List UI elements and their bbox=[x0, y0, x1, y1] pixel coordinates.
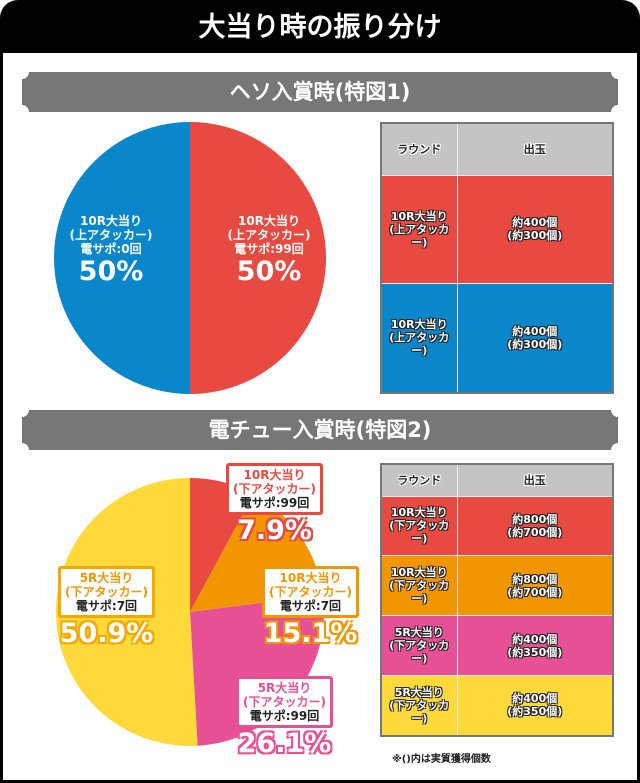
slice-percent: 50% bbox=[78, 256, 144, 287]
payout-cell: 約800個 bbox=[512, 572, 558, 586]
round-cell: (下アタッカー) bbox=[389, 639, 450, 666]
slice-label-blue: 10R大当り (上アタッカー) 電サポ:0回 50% bbox=[56, 214, 166, 288]
col-header-round: ラウンド bbox=[380, 122, 458, 176]
label-line: (下アタッカー) bbox=[65, 585, 148, 599]
payout-cell: (約700個) bbox=[507, 585, 563, 599]
label-line: 電サポ:0回 bbox=[80, 242, 142, 256]
payout-table-denchu: ラウンド 出玉 10R大当り (下アタッカー) 約800個 (約700個) 10R大当り… bbox=[380, 463, 614, 737]
label-line: (上アタッカー) bbox=[227, 228, 311, 242]
label-line: 10R大当り bbox=[279, 571, 342, 585]
label-line: 5R大当り bbox=[79, 571, 134, 585]
round-cell: 5R大当り bbox=[394, 685, 444, 699]
payout-cell: (約300個) bbox=[507, 337, 563, 351]
slice-label-red: 10R大当り (下アタッカー) 電サポ:99回 7.9% bbox=[226, 463, 323, 547]
footnote: ※()内は実質獲得個数 bbox=[392, 754, 491, 765]
pie-slice-0 bbox=[190, 122, 326, 394]
label-line: 電サポ:99回 bbox=[234, 242, 304, 256]
section-header-heso: ヘソ入賞時(特図1) bbox=[22, 72, 618, 112]
round-cell: (下アタッカー) bbox=[389, 519, 450, 546]
round-cell: 10R大当り bbox=[390, 318, 448, 332]
label-line: (下アタッカー) bbox=[269, 585, 352, 599]
label-line: 10R大当り bbox=[243, 468, 306, 482]
round-cell: 10R大当り bbox=[390, 566, 448, 580]
payout-cell: (約350個) bbox=[507, 645, 563, 659]
slice-percent: 7.9% bbox=[237, 515, 312, 546]
pie-chart-heso bbox=[54, 122, 326, 394]
round-cell: (上アタッカー) bbox=[389, 222, 450, 249]
label-line: 10R大当り bbox=[80, 214, 142, 228]
label-line: (下アタッカー) bbox=[233, 482, 316, 496]
label-line: 5R大当り bbox=[257, 681, 312, 695]
slice-label-pink: 5R大当り (下アタッカー) 電サポ:99回 26.1% bbox=[236, 676, 333, 760]
slice-percent: 50% bbox=[236, 256, 302, 287]
label-line: 電サポ:99回 bbox=[239, 496, 310, 510]
table-row: 5R大当り (下アタッカー) 約400個 (約350個) bbox=[380, 615, 614, 676]
payout-cell: 約400個 bbox=[512, 216, 558, 230]
payout-table-heso: ラウンド 出玉 10R大当り (上アタッカー) 約400個 (約300個) 10R大当り… bbox=[380, 122, 614, 394]
col-header-payout: 出玉 bbox=[456, 122, 614, 176]
payout-cell: 約400個 bbox=[512, 324, 558, 338]
payout-cell: 約400個 bbox=[512, 692, 558, 706]
table-row: 10R大当り (上アタッカー) 約400個 (約300個) bbox=[380, 174, 614, 284]
round-cell: 10R大当り bbox=[390, 209, 448, 223]
label-line: (下アタッカー) bbox=[243, 695, 326, 709]
slice-percent: 15.1% bbox=[263, 618, 358, 649]
table-row: 10R大当り (下アタッカー) 約800個 (約700個) bbox=[380, 555, 614, 617]
payout-cell: (約350個) bbox=[507, 705, 563, 719]
label-line: (上アタッカー) bbox=[69, 228, 153, 242]
section-header-denchu: 電チュー入賞時(特図2) bbox=[22, 410, 618, 450]
table-row: 10R大当り (上アタッカー) 約400個 (約300個) bbox=[380, 282, 614, 394]
label-line: 電サポ:7回 bbox=[75, 599, 138, 613]
payout-cell: (約300個) bbox=[507, 229, 563, 243]
slice-percent: 50.9% bbox=[59, 618, 154, 649]
pie-slice-2 bbox=[190, 595, 324, 746]
col-header-round: ラウンド bbox=[380, 463, 458, 497]
slice-label-orange: 10R大当り (下アタッカー) 電サポ:7回 15.1% bbox=[262, 566, 359, 650]
round-cell: 5R大当り bbox=[394, 626, 444, 640]
payout-cell: 約800個 bbox=[512, 512, 558, 526]
table-row: 10R大当り (下アタッカー) 約800個 (約700個) bbox=[380, 495, 614, 557]
round-cell: (下アタッカー) bbox=[389, 579, 450, 606]
table-row: 5R大当り (下アタッカー) 約400個 (約350個) bbox=[380, 674, 614, 737]
slice-label-red: 10R大当り (上アタッカー) 電サポ:99回 50% bbox=[214, 214, 324, 288]
slice-label-yellow: 5R大当り (下アタッカー) 電サポ:7回 50.9% bbox=[58, 566, 155, 650]
label-line: 電サポ:7回 bbox=[279, 599, 342, 613]
payout-cell: (約700個) bbox=[507, 525, 563, 539]
col-header-payout: 出玉 bbox=[456, 463, 614, 497]
round-cell: 10R大当り bbox=[390, 506, 448, 520]
payout-cell: 約400個 bbox=[512, 632, 558, 646]
label-line: 10R大当り bbox=[238, 214, 300, 228]
pie-slice-1 bbox=[54, 122, 190, 394]
label-line: 電サポ:99回 bbox=[249, 709, 320, 723]
round-cell: (上アタッカー) bbox=[389, 331, 450, 358]
round-cell: (下アタッカー) bbox=[389, 698, 450, 725]
slice-percent: 26.1% bbox=[237, 728, 332, 759]
page-title: 大当り時の振り分け bbox=[3, 3, 637, 53]
